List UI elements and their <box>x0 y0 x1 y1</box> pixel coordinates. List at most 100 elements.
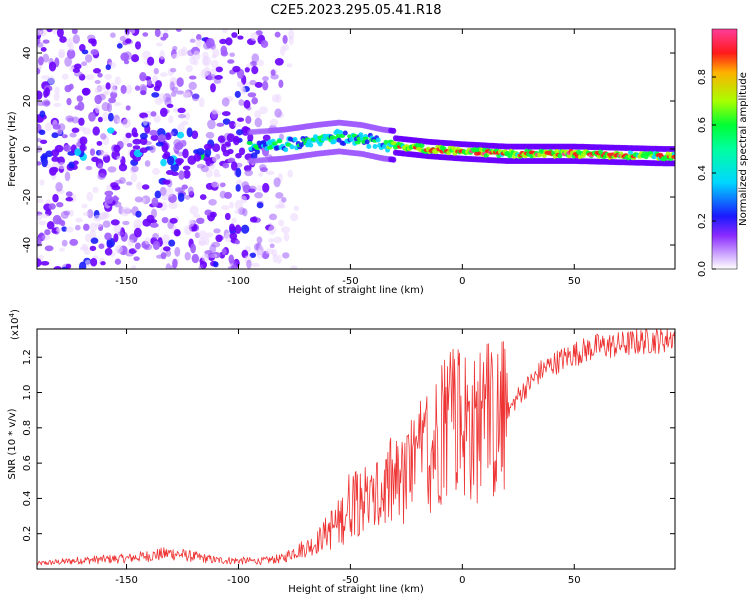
spectrogram-cell <box>131 265 137 269</box>
spectrogram-cell <box>249 252 257 259</box>
spectrogram-cell <box>171 86 179 93</box>
spectrogram-cell <box>140 85 147 96</box>
spectrogram-cell <box>92 126 100 136</box>
spectrogram-cell <box>234 239 240 245</box>
spectrogram-cell <box>155 42 163 47</box>
spectrogram-cell <box>125 132 132 139</box>
spectrogram-cell <box>198 264 204 269</box>
spectrogram-cell <box>279 45 286 56</box>
spectrogram-cell <box>65 226 74 233</box>
spectrogram-cell <box>174 246 181 257</box>
spectrogram-cell <box>155 80 162 89</box>
spectrogram-cell <box>391 156 397 163</box>
spectrogram-cell <box>221 205 230 211</box>
spectrogram-cell <box>182 92 192 99</box>
spectrogram-cell <box>117 231 125 236</box>
spectrogram-cell <box>177 114 187 119</box>
spectrogram-cell <box>342 130 348 136</box>
spectrogram-cell <box>59 36 67 43</box>
spectrogram-cell <box>187 49 194 57</box>
spectrogram-cell <box>89 245 97 252</box>
spectrogram-cell <box>92 186 99 194</box>
spectrogram-cell <box>107 166 117 173</box>
spectrogram-cell <box>249 79 257 86</box>
spectrogram-cell <box>209 211 217 218</box>
spectrogram-cell <box>246 259 252 269</box>
spectrogram-cell <box>308 142 314 148</box>
spectrogram-cell <box>211 59 219 69</box>
spectrogram-cell <box>274 108 282 118</box>
spectrogram-cell <box>163 29 169 32</box>
spectrogram-cell <box>282 34 288 44</box>
spectrogram-cell <box>82 212 89 217</box>
spectrogram-cell <box>278 219 285 227</box>
spectrogram-cell <box>39 139 48 145</box>
spectrogram-cell <box>200 164 209 173</box>
colorbar-tick-label: 0.0 <box>697 261 708 277</box>
spectrogram-cell <box>37 68 41 75</box>
spectrogram-cell <box>120 84 127 94</box>
spectrogram-cell <box>254 110 262 119</box>
spectrogram-cell <box>79 136 88 146</box>
snr-x-axis-label: Height of straight line (km) <box>288 584 424 595</box>
spectrogram-cell <box>183 225 192 236</box>
spectrogram-cell <box>48 203 56 210</box>
spectrogram-cell <box>94 79 101 85</box>
spectrogram-cell <box>159 72 168 77</box>
spectrogram-cell <box>288 35 294 46</box>
spectrogram-cell <box>391 127 397 134</box>
spectrogram-cell <box>201 253 210 262</box>
spectrogram-cell <box>186 127 193 138</box>
spectrogram-cell <box>278 79 284 88</box>
spectrogram-cell <box>236 129 244 136</box>
spectrogram-cell <box>177 192 185 202</box>
spectrogram-cell <box>210 83 216 93</box>
spectrogram-cell <box>79 143 86 152</box>
spectrogram-cell <box>95 105 101 114</box>
spectrogram-cell <box>193 213 201 218</box>
spectrogram-cell <box>114 179 123 184</box>
spectrogram-cell <box>166 103 174 109</box>
spectrogram-cell <box>213 168 220 176</box>
spectrogram-cell <box>211 108 219 115</box>
spectrogram-cell <box>165 249 172 257</box>
spectrogram-cell <box>196 148 205 156</box>
spectrogram-cell <box>139 132 148 140</box>
spectrogram-cell <box>196 33 202 41</box>
spectrogram-cell <box>249 216 258 223</box>
spectrogram-cell <box>256 202 264 209</box>
spectrogram-cell <box>113 144 121 153</box>
spectrogram-cell <box>69 238 79 246</box>
spectrogram-cell <box>133 256 140 262</box>
spectrogram-cell <box>272 253 278 263</box>
colorbar-tick-label: 0.8 <box>697 69 708 85</box>
spectrogram-cell <box>159 107 168 118</box>
spectrogram-cell <box>188 75 197 80</box>
spectrogram-cell <box>183 169 191 179</box>
spectrogram-x-ticks: -150 -100 -50 0 50 <box>115 29 581 287</box>
spectrogram-cell <box>131 54 140 63</box>
spectrogram-panel: -150 -100 -50 0 50 -40 -20 0 20 40 Height of str… <box>7 28 676 296</box>
spectrogram-cell <box>338 130 344 135</box>
spectrogram-y-axis-label: Frequency (Hz) <box>7 111 18 187</box>
spectrogram-cell <box>55 181 63 192</box>
spectrogram-cell <box>122 220 130 226</box>
spectrogram-cell <box>107 127 115 134</box>
spectrogram-cell <box>286 63 293 68</box>
spectrogram-cell <box>151 92 160 98</box>
spectrogram-cell <box>52 193 59 203</box>
spectrogram-cell <box>235 167 242 178</box>
spectrogram-cell <box>219 38 227 45</box>
spectrogram-cell <box>185 64 193 73</box>
spectrogram-cell <box>292 137 298 142</box>
spectrogram-cell <box>102 111 110 122</box>
spectrogram-cell <box>178 170 185 180</box>
spectrogram-cell <box>168 239 176 247</box>
spectrogram-cell <box>254 192 264 199</box>
spectrogram-cell <box>154 190 162 199</box>
spectrogram-cell <box>40 47 47 52</box>
spectrogram-cell <box>139 112 149 119</box>
spectrogram-cell <box>81 49 89 55</box>
spectrogram-cell <box>40 260 50 266</box>
spectrogram-cell <box>181 120 189 126</box>
